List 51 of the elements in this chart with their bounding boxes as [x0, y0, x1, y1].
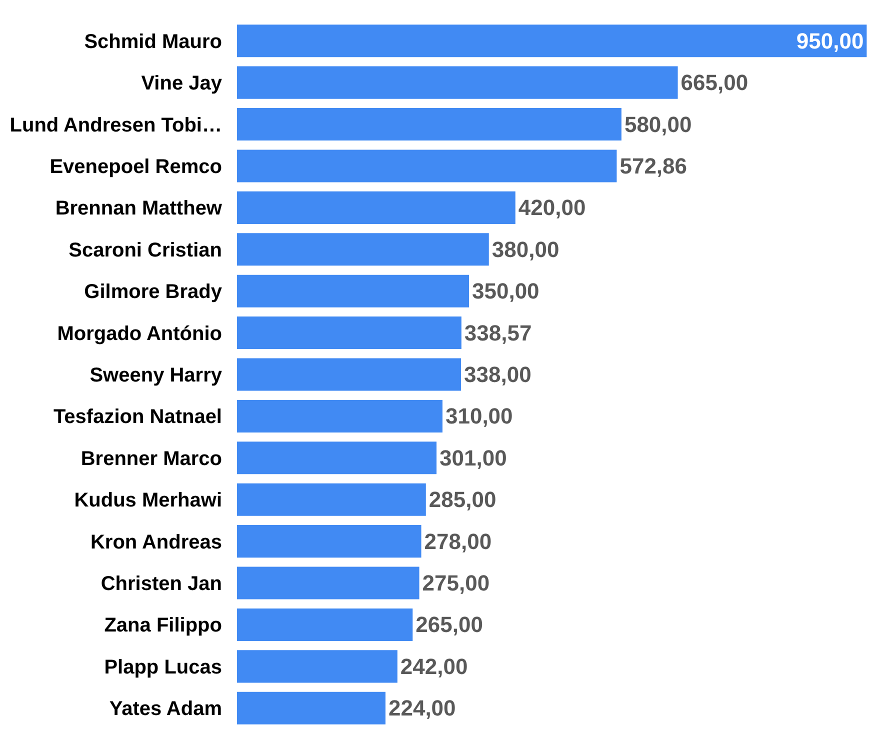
y-tick-label: Gilmore Brady	[84, 281, 223, 304]
bar	[237, 108, 622, 141]
data-label: 380,00	[492, 236, 560, 262]
bar	[237, 150, 617, 182]
bar	[237, 66, 678, 99]
y-tick-label: Scaroni Cristian	[68, 239, 222, 262]
data-label: 310,00	[445, 404, 513, 429]
y-tick-label: Plapp Lucas	[104, 656, 222, 678]
bar	[237, 650, 398, 683]
data-label: 275,00	[422, 570, 490, 596]
data-label: 580,00	[624, 112, 692, 137]
bar	[237, 566, 420, 600]
bar	[237, 233, 489, 266]
data-label: 224,00	[388, 696, 456, 721]
bar	[237, 400, 442, 432]
y-tick-label: Tesfazion Natnael	[53, 406, 222, 428]
y-tick-label: Lund Andresen Tobi…	[10, 114, 222, 136]
bar	[237, 24, 867, 58]
data-label: 285,00	[428, 487, 496, 512]
y-tick-label: Evenepoel Remco	[50, 156, 222, 178]
data-label: 572,86	[620, 153, 688, 178]
y-tick-label: Zana Filippo	[104, 614, 222, 637]
bar	[237, 608, 413, 641]
bar	[237, 692, 386, 724]
y-tick-label: Sweeny Harry	[90, 364, 223, 386]
y-tick-label: Vine Jay	[141, 72, 223, 95]
data-label: 338,57	[464, 320, 532, 346]
data-label: 420,00	[518, 195, 586, 220]
y-tick-label: Christen Jan	[100, 573, 222, 596]
data-label: 265,00	[416, 612, 483, 638]
data-label: 301,00	[440, 445, 507, 470]
bar	[237, 483, 426, 516]
bar	[237, 525, 422, 558]
data-label: 338,00	[464, 362, 532, 387]
bar	[237, 442, 437, 474]
y-tick-label: Kron Andreas	[90, 531, 222, 554]
y-tick-label: Schmid Mauro	[84, 30, 222, 53]
bar	[237, 274, 469, 308]
y-tick-label: Morgado António	[57, 322, 222, 345]
y-tick-label: Brennan Matthew	[55, 198, 222, 220]
bar	[237, 316, 462, 350]
data-label: 242,00	[400, 654, 468, 679]
y-tick-label: Brenner Marco	[80, 448, 222, 470]
y-tick-label: Kudus Merhawi	[74, 490, 222, 512]
data-label: 350,00	[472, 278, 540, 304]
data-label: 278,00	[424, 528, 492, 554]
y-tick-label: Yates Adam	[109, 698, 222, 720]
bar	[237, 358, 462, 391]
bar	[237, 191, 516, 224]
data-label: 950,00	[796, 28, 864, 54]
data-label: 665,00	[680, 70, 748, 96]
